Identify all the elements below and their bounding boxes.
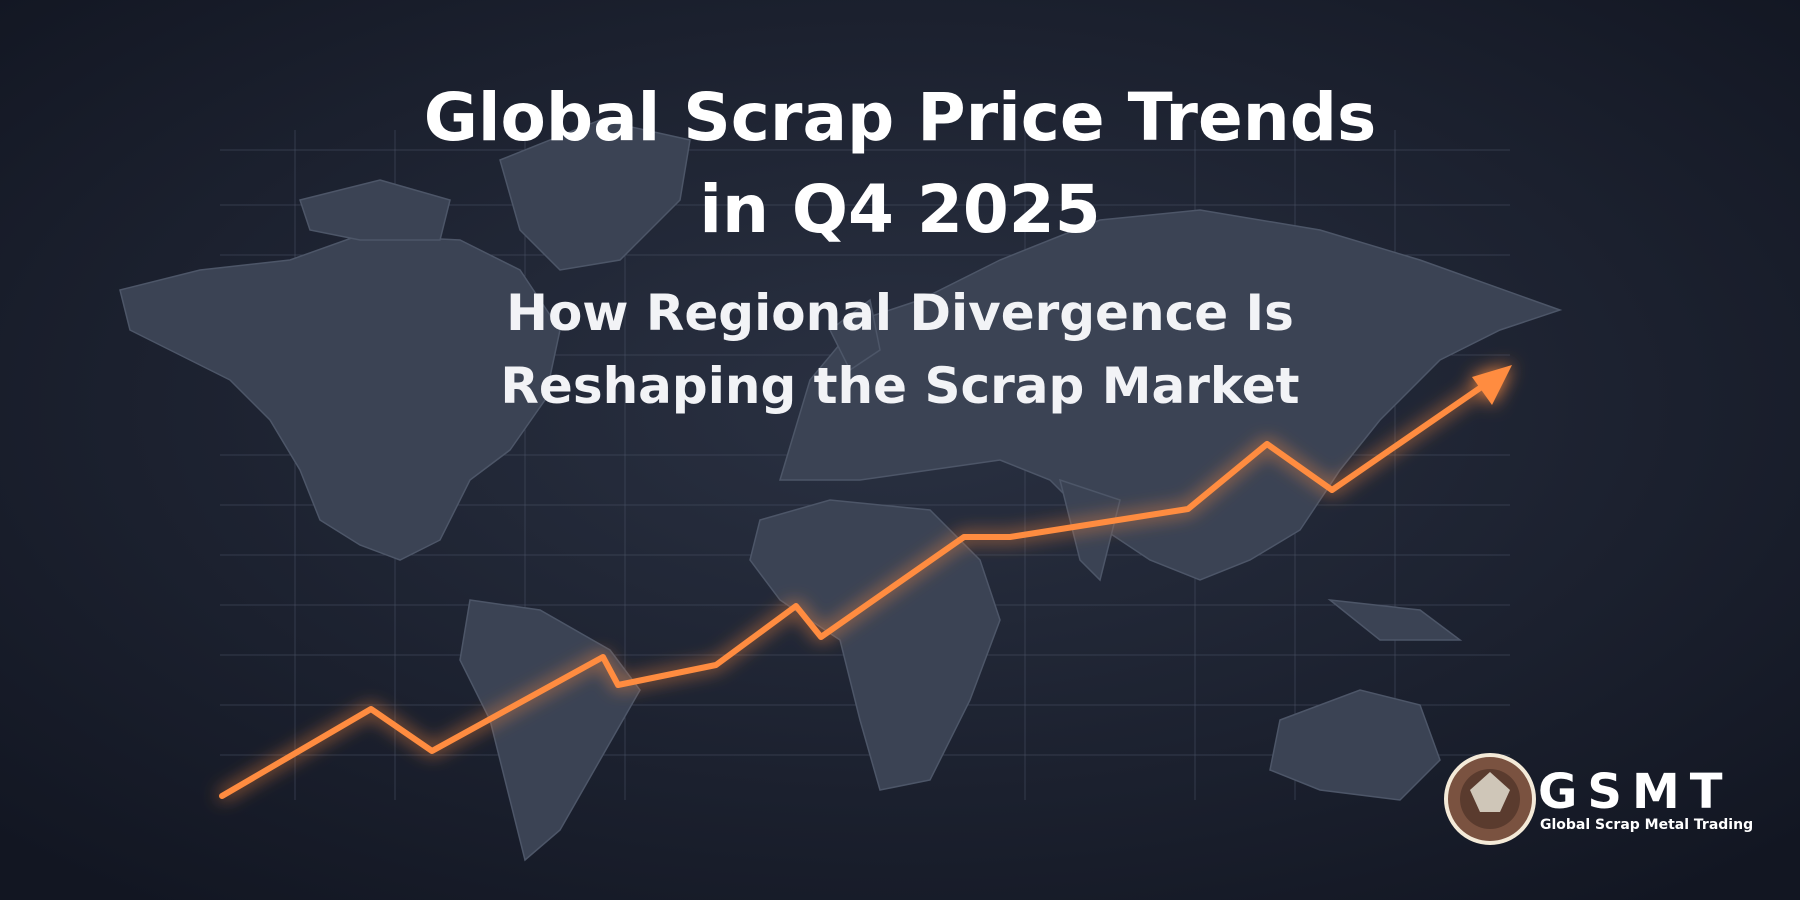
logo-tagline: Global Scrap Metal Trading: [1540, 817, 1753, 833]
trend-line: [219, 365, 1512, 799]
world-map: [119, 119, 1563, 862]
subtitle: Reshaping the Scrap Market: [500, 357, 1299, 415]
title: in Q4 2025: [699, 171, 1100, 248]
logo: GSMT Global Scrap Metal Trading: [1444, 753, 1753, 845]
logo-name: GSMT: [1538, 764, 1732, 820]
title: Global Scrap Price Trends: [424, 79, 1377, 156]
subtitle: How Regional Divergence Is: [506, 284, 1294, 342]
